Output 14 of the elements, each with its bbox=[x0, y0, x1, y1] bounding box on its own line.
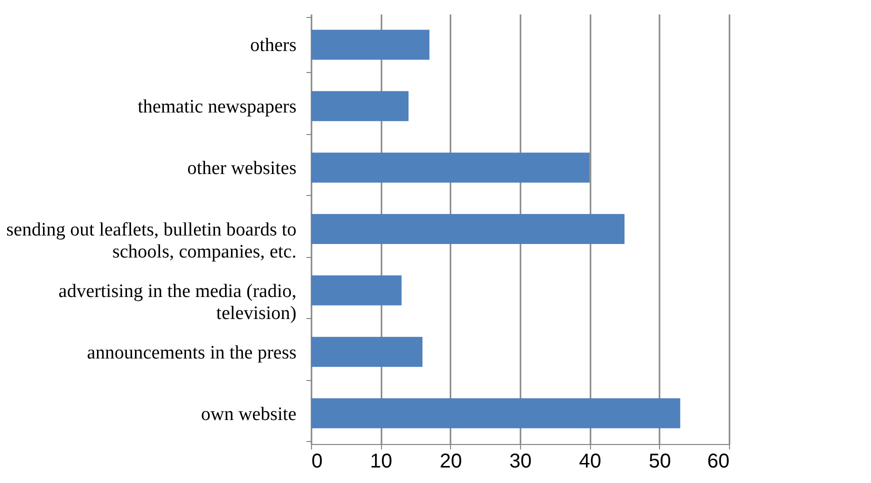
x-tick-label: 30 bbox=[509, 450, 532, 472]
x-tick-label: 20 bbox=[440, 450, 462, 472]
y-tick-label: own website bbox=[200, 404, 296, 425]
x-tick-label: 50 bbox=[648, 450, 671, 472]
x-tick-label: 40 bbox=[579, 450, 602, 472]
y-tick-label: announcements in the press bbox=[87, 342, 296, 364]
y-tick-label: others bbox=[250, 35, 296, 56]
x-tick-label: 60 bbox=[707, 450, 730, 472]
y-tick-label: advertising in the media (radio, television) bbox=[58, 280, 296, 324]
y-tick-label: other websites bbox=[187, 158, 296, 180]
x-tick-label: 10 bbox=[370, 450, 392, 472]
x-tick-label: 0 bbox=[312, 450, 323, 472]
y-tick-label: thematic newspapers bbox=[138, 96, 296, 118]
y-tick-label: sending out leaflets, bulletin boards to schools, companies, etc. bbox=[6, 220, 296, 262]
